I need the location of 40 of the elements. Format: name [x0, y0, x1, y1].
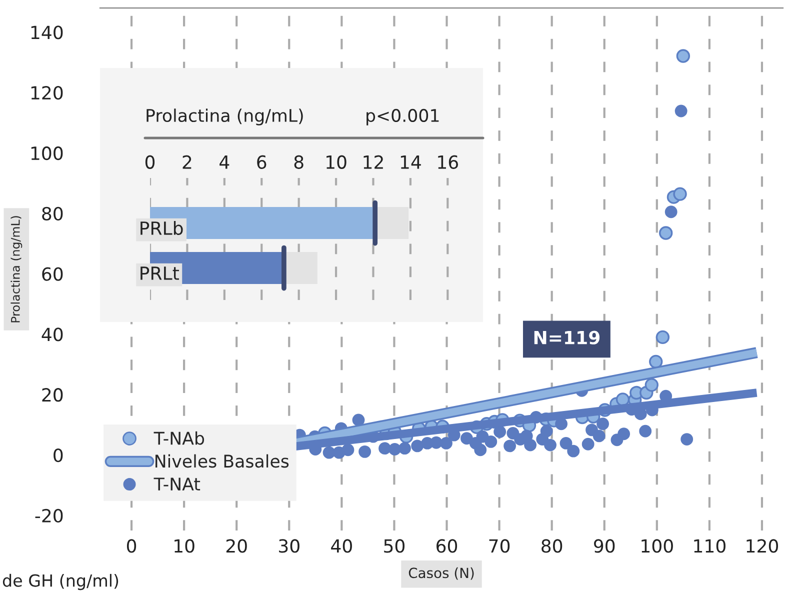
x-tick-label: 100	[642, 539, 673, 553]
text: de GH (ng/ml)	[2, 574, 118, 590]
y-tick-label: 80	[42, 206, 63, 220]
x-tick-label: 110	[694, 539, 726, 553]
y-tick-label: 20	[42, 388, 63, 402]
legend-label: T-NAt	[154, 478, 200, 490]
y-tick-label: 60	[42, 267, 63, 281]
legend-label: Niveles Basales	[156, 454, 289, 468]
x-tick-label: 70	[489, 539, 510, 553]
x-tick-label: 30	[279, 539, 300, 553]
x-tick-label: 8	[294, 155, 304, 169]
y-tick-label: PRLt	[140, 266, 179, 280]
x-tick-label: 90	[594, 539, 615, 553]
chart-title: Prolactina (ng/mL)	[146, 108, 303, 126]
x-tick-label: 0	[126, 539, 136, 553]
x-tick-label: 120	[746, 539, 778, 553]
x-tick-label: 10	[326, 155, 346, 169]
x-tick-label: 4	[220, 156, 230, 169]
x-tick-label: 2	[182, 155, 192, 169]
y-tick-label: -20	[35, 508, 63, 523]
x-tick-label: 14	[400, 156, 421, 169]
x-tick-label: 12	[364, 155, 383, 169]
y-tick-label: 40	[42, 328, 63, 342]
y-tick-label: 0	[54, 448, 63, 462]
x-axis-title: Casos (N)	[408, 567, 474, 580]
x-tick-label: 10	[174, 539, 194, 553]
x-tick-label: 60	[436, 539, 458, 553]
x-tick-label: 80	[542, 539, 562, 553]
y-tick-label: PRLb	[140, 221, 183, 236]
legend-label: T-NAb	[154, 431, 204, 445]
y-tick-label: 140	[31, 26, 63, 40]
x-tick-label: 20	[226, 539, 247, 553]
x-tick-label: 40	[331, 539, 352, 553]
annotation: N=119	[534, 330, 600, 344]
y-axis-title: Prolactina (ng/mL)	[10, 216, 22, 322]
x-tick-label: 50	[384, 539, 405, 553]
x-tick-label: 16	[438, 155, 458, 169]
y-tick-label: 120	[31, 86, 63, 100]
x-tick-label: 6	[257, 155, 266, 169]
annotation: p<0.001	[366, 108, 439, 126]
